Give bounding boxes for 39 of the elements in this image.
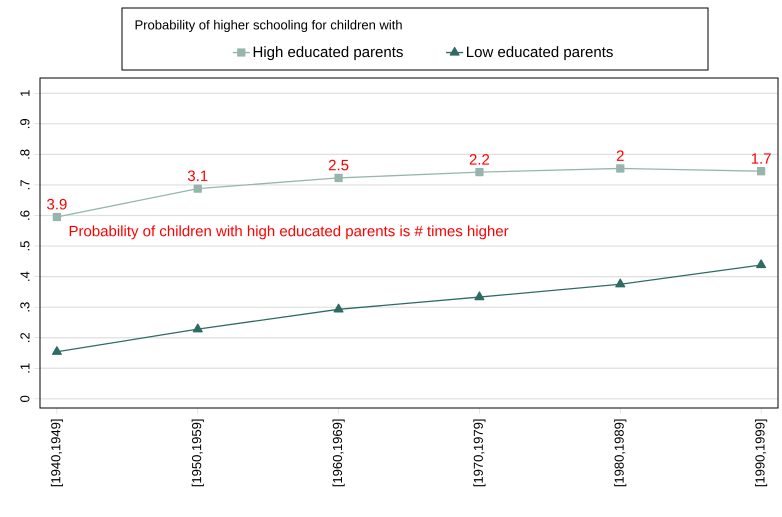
y-tick-label: .8 bbox=[20, 150, 30, 159]
point bbox=[474, 291, 484, 300]
y-tick-label: .5 bbox=[20, 241, 30, 250]
x-tick-label: [1940,1949] bbox=[50, 419, 63, 486]
y-tick-label: .7 bbox=[20, 180, 30, 190]
y-tick-label: .4 bbox=[20, 272, 30, 281]
point bbox=[192, 324, 203, 332]
annotation: 2.5 bbox=[328, 160, 348, 170]
x-tick-label: [1950,1959] bbox=[192, 419, 204, 486]
y-tick-label: 1 bbox=[20, 90, 30, 96]
x-tick-label: [1980,1989] bbox=[614, 419, 626, 486]
annotation: 3.9 bbox=[47, 198, 67, 210]
point bbox=[615, 278, 626, 288]
x-tick-label: [1970,1979] bbox=[473, 419, 486, 486]
y-tick-label: 0 bbox=[20, 396, 30, 402]
legend-label: High educated parents bbox=[254, 46, 403, 60]
point bbox=[334, 174, 343, 182]
x-tick-label: [1990,1999] bbox=[755, 419, 768, 486]
point bbox=[194, 184, 202, 193]
annotation: 3.1 bbox=[188, 170, 208, 182]
annotation: 2 bbox=[616, 150, 624, 161]
y-tick-label: .1 bbox=[20, 363, 30, 373]
annotation: Probability of children with high educated parents is # times higher bbox=[70, 225, 508, 240]
annotation: 2.2 bbox=[470, 154, 490, 165]
legend-title: Probability of higher schooling for children with bbox=[136, 20, 402, 32]
y-tick-label: .2 bbox=[20, 332, 30, 342]
y-tick-label: .6 bbox=[20, 210, 30, 220]
point bbox=[52, 212, 62, 222]
point bbox=[756, 259, 766, 268]
y-tick-label: .9 bbox=[20, 119, 30, 128]
point bbox=[616, 164, 624, 173]
point bbox=[52, 346, 62, 355]
point bbox=[334, 304, 344, 312]
annotation: 1.7 bbox=[752, 153, 771, 164]
legend-label: Low educated parents bbox=[467, 46, 613, 60]
point bbox=[475, 168, 484, 176]
y-tick-label: .3 bbox=[20, 302, 30, 312]
point bbox=[756, 167, 766, 176]
x-tick-label: [1960,1969] bbox=[332, 419, 345, 486]
